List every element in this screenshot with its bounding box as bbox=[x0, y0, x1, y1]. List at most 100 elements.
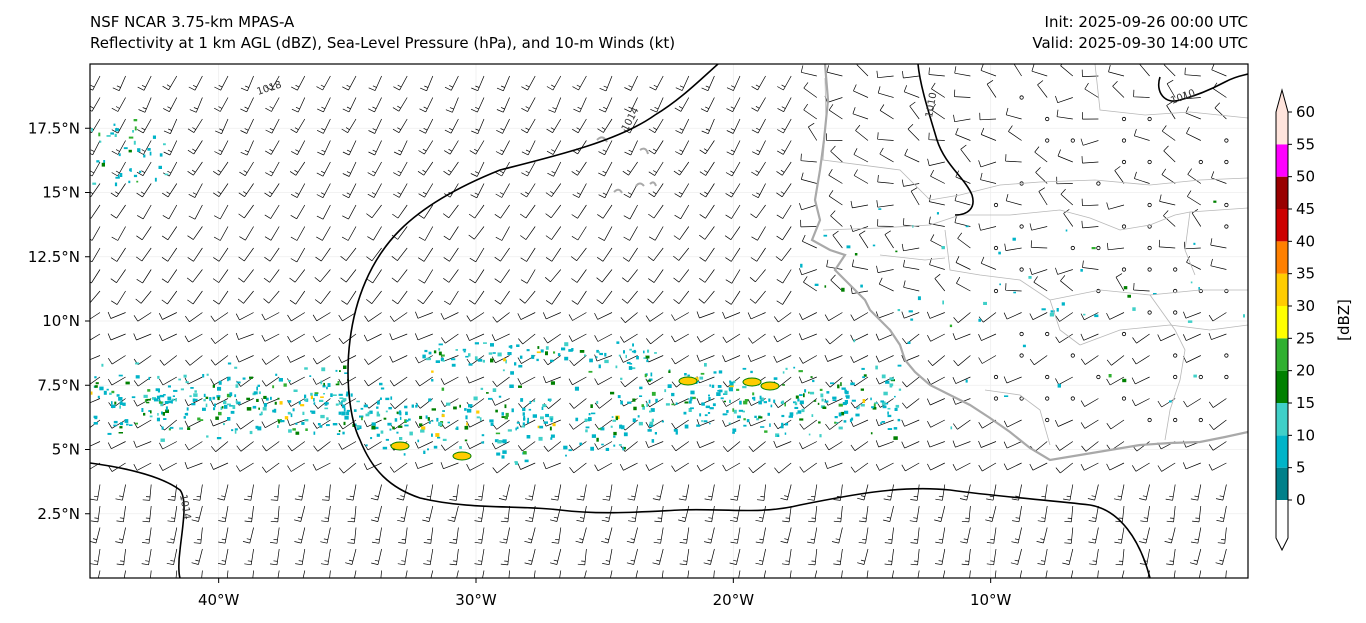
wind-barb bbox=[443, 226, 459, 241]
reflectivity-cell bbox=[323, 393, 325, 395]
wind-barb bbox=[620, 333, 638, 343]
reflectivity-cell bbox=[287, 400, 292, 403]
reflectivity-cell bbox=[754, 415, 757, 418]
wind-barb bbox=[391, 247, 408, 261]
wind-barb bbox=[952, 440, 971, 448]
wind-barb bbox=[187, 140, 203, 155]
reflectivity-cell bbox=[819, 388, 823, 391]
wind-barb bbox=[491, 398, 510, 406]
wind-barb bbox=[673, 226, 690, 240]
wind-barb bbox=[341, 226, 357, 241]
reflectivity-cell bbox=[965, 379, 968, 383]
wind-barb bbox=[422, 505, 434, 522]
reflectivity-cell bbox=[494, 439, 499, 443]
wind-barb bbox=[584, 570, 587, 578]
reflectivity-cell bbox=[371, 425, 376, 430]
wind-barb bbox=[726, 97, 741, 113]
reflectivity-cell bbox=[509, 384, 514, 388]
wind-barb bbox=[858, 505, 869, 523]
reflectivity-cell bbox=[304, 394, 307, 398]
wind-barb bbox=[952, 376, 971, 384]
reflectivity-cell bbox=[808, 433, 811, 436]
reflectivity-cell bbox=[510, 371, 514, 375]
reflectivity-cell bbox=[376, 400, 380, 405]
graticule bbox=[90, 64, 1248, 578]
wind-barb bbox=[184, 461, 203, 470]
reflectivity-cell bbox=[465, 355, 469, 358]
wind-barb bbox=[903, 259, 920, 270]
reflectivity-cell bbox=[236, 401, 241, 405]
wind-barb bbox=[594, 462, 613, 472]
reflectivity-cell bbox=[483, 342, 487, 344]
reflectivity-cell bbox=[514, 461, 518, 463]
reflectivity-cell bbox=[507, 429, 512, 432]
reflectivity-cell bbox=[818, 421, 821, 424]
wind-barb bbox=[1131, 376, 1150, 385]
calm-wind-marker bbox=[1096, 245, 1101, 251]
reflectivity-cell bbox=[94, 376, 97, 379]
wind-barb bbox=[162, 75, 178, 91]
reflectivity-cell bbox=[709, 384, 711, 387]
reflectivity-cell bbox=[489, 419, 494, 423]
reflectivity-cell bbox=[202, 374, 205, 378]
reflectivity-cell bbox=[376, 413, 381, 417]
reflectivity-cell bbox=[649, 423, 654, 427]
reflectivity-cell bbox=[157, 388, 160, 393]
reflectivity-cell bbox=[135, 422, 138, 425]
reflectivity-cell bbox=[709, 407, 714, 410]
reflectivity-cell bbox=[688, 398, 690, 400]
reflectivity-cell bbox=[893, 436, 898, 440]
reflectivity-cell bbox=[887, 411, 889, 415]
wind-barb bbox=[442, 204, 459, 219]
reflectivity-cell bbox=[796, 412, 798, 415]
wind-barb bbox=[1081, 69, 1099, 77]
figure-title-left: NSF NCAR 3.75-km MPAS-A Reflectivity at … bbox=[90, 12, 675, 54]
wind-barb bbox=[1165, 484, 1176, 501]
wind-barb bbox=[777, 140, 792, 155]
reflectivity-cell bbox=[343, 407, 346, 412]
wind-barb bbox=[163, 97, 178, 113]
reflectivity-cell bbox=[644, 373, 647, 378]
wind-barb bbox=[468, 290, 485, 305]
wind-barb bbox=[901, 462, 920, 472]
wind-barb bbox=[826, 133, 843, 141]
wind-barb bbox=[137, 75, 152, 91]
reflectivity-cell bbox=[834, 422, 839, 424]
reflectivity-cell bbox=[163, 143, 166, 146]
wind-barb bbox=[824, 312, 843, 322]
wind-barb bbox=[730, 527, 741, 544]
wind-barb bbox=[136, 161, 152, 177]
reflectivity-cell bbox=[505, 359, 507, 364]
reflectivity-cell bbox=[797, 410, 802, 414]
wind-barb bbox=[776, 183, 792, 198]
reflectivity-cell bbox=[941, 246, 945, 250]
reflectivity-cell bbox=[588, 417, 592, 421]
wind-barb bbox=[1132, 355, 1150, 365]
wind-barb bbox=[954, 193, 971, 206]
reflectivity-cell bbox=[565, 454, 567, 457]
reflectivity-cell bbox=[623, 432, 628, 437]
reflectivity-cell bbox=[1132, 307, 1136, 311]
wind-barb bbox=[393, 183, 408, 198]
reflectivity-cell bbox=[648, 399, 651, 404]
reflectivity-cell bbox=[468, 363, 473, 366]
wind-barb bbox=[287, 333, 305, 343]
reflectivity-cell bbox=[488, 352, 493, 355]
wind-barb bbox=[238, 269, 254, 283]
wind-barb bbox=[521, 140, 536, 156]
reflectivity-cell bbox=[359, 415, 364, 418]
wind-barb bbox=[1208, 462, 1227, 471]
reflectivity-cell bbox=[119, 401, 123, 405]
wind-barb bbox=[726, 140, 741, 156]
wind-barb bbox=[294, 527, 306, 544]
wind-barb bbox=[1186, 127, 1201, 141]
wind-barb bbox=[494, 204, 510, 219]
calm-wind-marker bbox=[993, 396, 999, 401]
wind-barb bbox=[521, 118, 536, 134]
wind-barb bbox=[953, 419, 971, 430]
calm-wind-marker bbox=[1096, 181, 1101, 186]
reflectivity-cell bbox=[579, 350, 585, 353]
wind-barb bbox=[520, 269, 536, 284]
wind-barb bbox=[90, 333, 101, 341]
wind-barb bbox=[671, 355, 689, 365]
